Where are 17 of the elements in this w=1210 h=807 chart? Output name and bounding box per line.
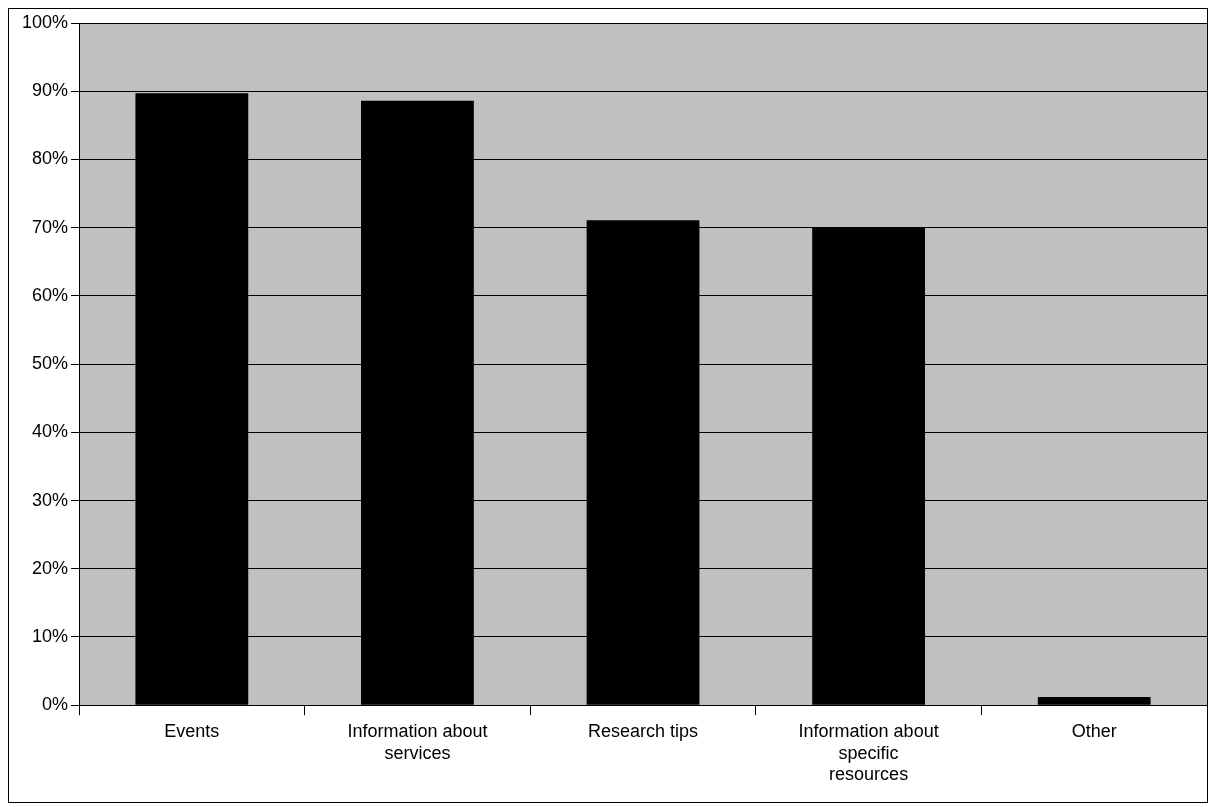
y-tick-label: 10% [32,625,69,646]
x-tick-label: Events [164,720,220,741]
bar [1037,697,1151,705]
y-tick-label: 80% [32,148,69,169]
y-tick-label: 70% [32,216,69,237]
x-tick-label: Research tips [587,720,699,741]
x-tick-label: Other [1071,720,1117,741]
y-tick-label: 40% [32,421,69,442]
y-tick-label: 50% [32,353,69,374]
y-tick-label: 60% [32,284,69,305]
y-tick-label: 0% [42,694,69,715]
x-tick-label: Information about services [347,720,488,763]
y-tick-label: 20% [32,557,69,578]
y-tick-label: 90% [32,80,69,101]
y-tick-label: 100% [21,11,69,32]
x-tick-label: Information about specific resources [798,720,939,785]
y-tick-label: 30% [32,489,69,510]
